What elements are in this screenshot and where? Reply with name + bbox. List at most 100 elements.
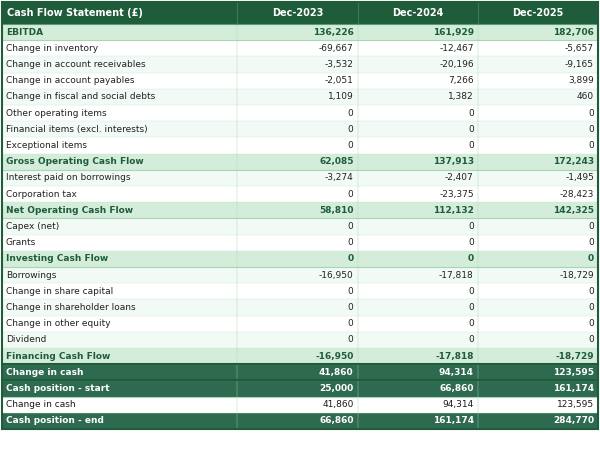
Text: 0: 0	[468, 287, 474, 296]
Text: 0: 0	[348, 141, 353, 150]
Text: -2,051: -2,051	[325, 76, 353, 85]
Text: 161,174: 161,174	[553, 384, 594, 393]
Bar	[2, 218, 598, 235]
Text: 284,770: 284,770	[553, 416, 594, 425]
Text: Financial items (excl. interests): Financial items (excl. interests)	[6, 125, 148, 134]
Bar	[2, 397, 598, 413]
Bar	[2, 89, 598, 105]
Bar	[2, 24, 598, 40]
Text: 161,929: 161,929	[433, 28, 474, 37]
Bar	[2, 137, 598, 154]
Text: Dec-2023: Dec-2023	[272, 8, 323, 18]
Text: Investing Cash Flow: Investing Cash Flow	[6, 254, 108, 263]
Bar	[2, 413, 598, 429]
Text: 41,860: 41,860	[319, 368, 353, 377]
Text: 0: 0	[588, 109, 594, 118]
Text: 0: 0	[467, 254, 474, 263]
Bar	[2, 202, 598, 218]
Text: 0: 0	[468, 222, 474, 231]
Text: 112,132: 112,132	[433, 206, 474, 215]
Text: 137,913: 137,913	[433, 157, 474, 166]
Text: 172,243: 172,243	[553, 157, 594, 166]
Text: -17,818: -17,818	[439, 271, 474, 280]
Text: 0: 0	[588, 319, 594, 328]
Text: Gross Operating Cash Flow: Gross Operating Cash Flow	[6, 157, 144, 166]
Text: Dec-2025: Dec-2025	[512, 8, 563, 18]
Text: Change in account payables: Change in account payables	[6, 76, 134, 85]
Bar	[2, 56, 598, 73]
Text: 3,899: 3,899	[568, 76, 594, 85]
Bar	[2, 299, 598, 316]
Text: -18,729: -18,729	[556, 352, 594, 361]
Text: Corporation tax: Corporation tax	[6, 190, 77, 199]
Text: -3,532: -3,532	[325, 60, 353, 69]
Text: -23,375: -23,375	[439, 190, 474, 199]
Bar	[2, 267, 598, 283]
Text: 460: 460	[577, 92, 594, 101]
Text: Change in shareholder loans: Change in shareholder loans	[6, 303, 136, 312]
Text: 25,000: 25,000	[319, 384, 353, 393]
Text: 0: 0	[348, 222, 353, 231]
Text: 0: 0	[588, 238, 594, 247]
Text: 0: 0	[468, 319, 474, 328]
Bar	[2, 235, 598, 251]
Text: EBITDA: EBITDA	[6, 28, 43, 37]
Text: -12,467: -12,467	[439, 44, 474, 53]
Text: 0: 0	[348, 238, 353, 247]
Text: 0: 0	[468, 238, 474, 247]
Text: 1,109: 1,109	[328, 92, 353, 101]
Text: -16,950: -16,950	[319, 271, 353, 280]
Text: 0: 0	[468, 125, 474, 134]
Text: -28,423: -28,423	[560, 190, 594, 199]
Text: -2,407: -2,407	[445, 174, 474, 182]
Text: 7,266: 7,266	[448, 76, 474, 85]
Text: 94,314: 94,314	[439, 368, 474, 377]
Text: Borrowings: Borrowings	[6, 271, 56, 280]
Bar	[2, 170, 598, 186]
Text: -1,495: -1,495	[565, 174, 594, 182]
Text: 0: 0	[468, 109, 474, 118]
Bar	[2, 154, 598, 170]
Text: 0: 0	[588, 141, 594, 150]
Text: 94,314: 94,314	[443, 400, 474, 409]
Text: Financing Cash Flow: Financing Cash Flow	[6, 352, 110, 361]
Bar	[2, 251, 598, 267]
Text: Capex (net): Capex (net)	[6, 222, 59, 231]
Text: 0: 0	[468, 141, 474, 150]
Bar	[2, 105, 598, 121]
Text: 58,810: 58,810	[319, 206, 353, 215]
Text: Change in fiscal and social debts: Change in fiscal and social debts	[6, 92, 155, 101]
Text: Other operating items: Other operating items	[6, 109, 107, 118]
Text: 0: 0	[588, 222, 594, 231]
Text: Dividend: Dividend	[6, 336, 46, 344]
Text: 0: 0	[348, 319, 353, 328]
Text: Change in cash: Change in cash	[6, 400, 76, 409]
Text: 136,226: 136,226	[313, 28, 353, 37]
Text: -18,729: -18,729	[559, 271, 594, 280]
Text: 66,860: 66,860	[319, 416, 353, 425]
Text: Change in inventory: Change in inventory	[6, 44, 98, 53]
Text: 142,325: 142,325	[553, 206, 594, 215]
Text: 0: 0	[588, 303, 594, 312]
Text: 0: 0	[348, 109, 353, 118]
Text: Cash position - start: Cash position - start	[6, 384, 110, 393]
Text: -17,818: -17,818	[436, 352, 474, 361]
Text: 0: 0	[348, 125, 353, 134]
Text: 182,706: 182,706	[553, 28, 594, 37]
Text: 0: 0	[588, 125, 594, 134]
Text: 41,860: 41,860	[322, 400, 353, 409]
Text: 0: 0	[588, 254, 594, 263]
Bar	[2, 316, 598, 332]
Bar	[2, 364, 598, 381]
Text: Change in cash: Change in cash	[6, 368, 83, 377]
Text: Grants: Grants	[6, 238, 36, 247]
Text: 0: 0	[468, 303, 474, 312]
Text: -16,950: -16,950	[315, 352, 353, 361]
Text: 123,595: 123,595	[553, 368, 594, 377]
Text: -20,196: -20,196	[439, 60, 474, 69]
Bar	[2, 121, 598, 137]
Text: 0: 0	[347, 254, 353, 263]
Bar	[2, 348, 598, 364]
Text: Change in account receivables: Change in account receivables	[6, 60, 146, 69]
Text: 1,382: 1,382	[448, 92, 474, 101]
